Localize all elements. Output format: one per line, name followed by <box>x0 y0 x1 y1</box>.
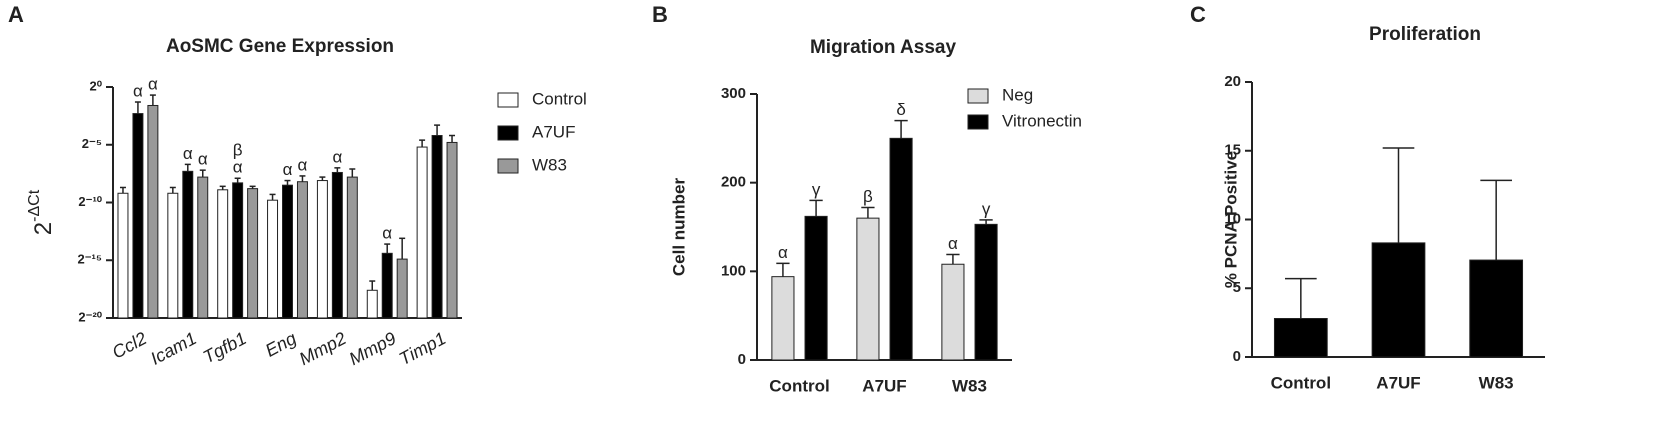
bar <box>197 176 209 319</box>
legend-swatch <box>497 92 519 108</box>
legend-label: Control <box>532 89 587 108</box>
significance-label: α <box>183 144 193 163</box>
significance-label: α <box>198 150 208 169</box>
significance-label: α <box>233 158 243 177</box>
bar <box>167 192 179 319</box>
y-tick-label: 200 <box>721 174 746 191</box>
panel-label: C <box>1190 2 1206 27</box>
significance-label: γ <box>812 180 821 199</box>
x-tick-label: Tgfb1 <box>200 328 250 367</box>
bar <box>232 182 244 319</box>
bar <box>804 215 828 361</box>
bar <box>431 135 443 319</box>
significance-label: β <box>863 187 873 206</box>
significance-label: α <box>298 155 308 174</box>
legend-swatch <box>497 125 519 141</box>
bar <box>856 217 880 361</box>
x-tick-label: Mmp9 <box>346 328 400 369</box>
bar <box>366 289 378 319</box>
y-tick-label: 15 <box>1224 142 1241 159</box>
x-tick-label: A7UF <box>1376 373 1420 392</box>
bar <box>217 189 229 319</box>
significance-label: α <box>382 224 392 243</box>
significance-label: α <box>332 147 342 166</box>
chart-title: Migration Assay <box>810 37 956 58</box>
chart-title: Proliferation <box>1369 24 1481 45</box>
panel-label: B <box>652 2 668 27</box>
bar <box>1469 259 1524 358</box>
significance-label: α <box>948 234 958 253</box>
bar <box>446 141 458 319</box>
bar <box>1371 242 1426 358</box>
x-tick-label: Control <box>1271 373 1331 392</box>
y-tick-label: 2⁰ <box>90 78 103 93</box>
x-tick-label: Eng <box>262 328 300 361</box>
y-tick-label: 5 <box>1233 279 1241 296</box>
x-tick-label: Timp1 <box>396 328 449 369</box>
bar <box>247 188 259 319</box>
y-tick-label: 2⁻²⁰ <box>78 309 102 324</box>
bar <box>771 276 795 361</box>
bar <box>941 263 965 361</box>
y-tick-label: 10 <box>1224 210 1241 227</box>
x-tick-label: Ccl2 <box>109 328 150 363</box>
y-axis-label: 2-ΔCt <box>26 189 57 235</box>
bar <box>889 137 913 361</box>
bar <box>296 181 308 319</box>
legend-label: Neg <box>1002 85 1033 104</box>
x-tick-label: A7UF <box>862 376 906 395</box>
chart-title: AoSMC Gene Expression <box>166 36 394 57</box>
bar <box>416 146 428 319</box>
panel-label: A <box>8 2 24 27</box>
significance-label: β <box>233 141 243 160</box>
significance-label: α <box>148 75 158 94</box>
bar <box>316 180 328 319</box>
legend-label: W83 <box>532 155 567 174</box>
bar <box>346 176 358 319</box>
bar <box>974 223 998 361</box>
y-tick-label: 0 <box>738 351 746 368</box>
x-tick-label: Icam1 <box>147 328 200 369</box>
bar <box>132 113 144 319</box>
legend-swatch <box>497 158 519 174</box>
x-tick-label: W83 <box>1479 373 1514 392</box>
significance-label: α <box>133 81 143 100</box>
legend-swatch <box>967 88 989 104</box>
y-tick-label: 20 <box>1224 73 1241 90</box>
y-tick-label: 2⁻⁵ <box>82 136 102 151</box>
legend-swatch <box>967 114 989 130</box>
bar <box>147 104 159 319</box>
significance-label: γ <box>982 199 991 218</box>
bar <box>331 171 343 319</box>
x-tick-label: Mmp2 <box>296 328 350 369</box>
y-tick-label: 0 <box>1233 348 1241 365</box>
significance-label: δ <box>896 100 905 119</box>
bar <box>267 199 279 319</box>
y-tick-label: 2⁻¹⁵ <box>77 252 102 267</box>
legend-label: A7UF <box>532 122 575 141</box>
y-axis-label: Cell number <box>669 178 688 277</box>
x-tick-label: Control <box>769 376 829 395</box>
y-label-exponent: -ΔCt <box>26 189 43 222</box>
bar <box>117 192 129 319</box>
y-label-base: 2 <box>30 222 57 235</box>
y-axis-label: % PCNA Positive <box>1221 151 1240 288</box>
bar <box>381 252 393 319</box>
bar <box>182 170 194 319</box>
legend-label: Vitronectin <box>1002 111 1082 130</box>
bar <box>396 258 408 319</box>
bar <box>1273 318 1328 358</box>
significance-label: α <box>778 243 788 262</box>
bar <box>282 184 293 319</box>
y-tick-label: 100 <box>721 262 746 279</box>
x-tick-label: W83 <box>952 376 987 395</box>
significance-label: α <box>283 160 293 179</box>
y-tick-label: 2⁻¹⁰ <box>78 194 102 209</box>
y-tick-label: 300 <box>721 85 746 102</box>
